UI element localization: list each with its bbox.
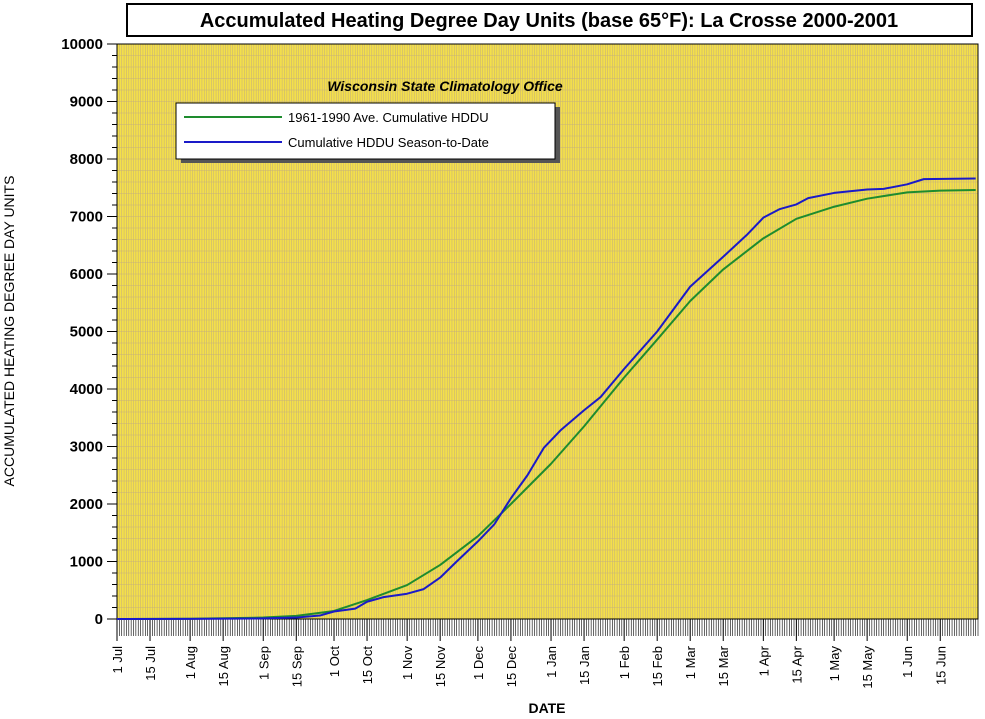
- y-tick-label: 0: [95, 611, 103, 628]
- x-tick-label: 1 May: [827, 646, 842, 682]
- x-tick-label: 1 Jul: [110, 646, 125, 674]
- y-axis: 0 1000 2000 3000 4000 5000 6000 7000 8000 9000 100…: [61, 36, 117, 628]
- x-tick-label: 15 May: [860, 646, 875, 689]
- y-tick-label: 2000: [70, 496, 103, 513]
- x-tick-marks: [116, 619, 979, 636]
- x-tick-label: 1 Oct: [327, 646, 342, 677]
- series-lines: [116, 177, 976, 620]
- x-tick-label: 1 Apr: [756, 645, 771, 676]
- x-tick-label: 15 Feb: [650, 646, 665, 686]
- y-tick-label: 1000: [70, 554, 103, 571]
- x-tick-label: 15 Mar: [716, 645, 731, 686]
- x-tick-label: 15 Nov: [433, 646, 448, 688]
- x-tick-label: 1 Dec: [471, 646, 486, 680]
- x-tick-label: 1 Aug: [183, 646, 198, 679]
- x-tick-label: 1 Mar: [683, 645, 698, 679]
- x-tick-label: 15 Oct: [360, 646, 375, 685]
- chart-subtitle: Wisconsin State Climatology Office: [327, 78, 563, 94]
- grid-lines: [117, 44, 978, 619]
- x-tick-label: 15 Jan: [577, 646, 592, 685]
- x-tick-label: 15 Jun: [933, 646, 948, 685]
- y-axis-title: ACCUMULATED HEATING DEGREE DAY UNITS: [1, 176, 17, 487]
- x-tick-label: 15 Aug: [216, 646, 231, 687]
- legend-label-average: 1961-1990 Ave. Cumulative HDDU: [288, 110, 489, 125]
- y-tick-marks: [107, 43, 117, 620]
- x-tick-label: 15 Sep: [289, 646, 304, 687]
- grid: [117, 44, 978, 619]
- series-line-average: [116, 189, 976, 620]
- x-tick-label: 15 Dec: [504, 646, 519, 688]
- y-tick-label: 4000: [70, 381, 103, 398]
- x-axis: 1 Jul 15 Jul 1 Aug 15 Aug 1 Sep 15 Sep 1 Oct 15…: [110, 619, 979, 689]
- chart-title: Accumulated Heating Degree Day Units (ba…: [200, 10, 898, 32]
- x-tick-label: 1 Sep: [256, 646, 271, 680]
- x-tick-label: 1 Jan: [544, 646, 559, 678]
- x-tick-label: 15 Jul: [143, 646, 158, 681]
- y-tick-label: 5000: [70, 324, 103, 341]
- legend-label-season: Cumulative HDDU Season-to-Date: [288, 135, 489, 150]
- x-tick-label: 1 Feb: [617, 646, 632, 679]
- y-tick-label: 9000: [70, 94, 103, 111]
- y-tick-label: 7000: [70, 209, 103, 226]
- legend: 1961-1990 Ave. Cumulative HDDU Cumulativ…: [175, 102, 560, 163]
- x-tick-label: 1 Jun: [900, 646, 915, 678]
- x-tick-label: 1 Nov: [400, 646, 415, 680]
- y-tick-label: 3000: [70, 439, 103, 456]
- series-line-season: [116, 177, 976, 620]
- y-tick-label: 6000: [70, 266, 103, 283]
- y-tick-label: 10000: [61, 36, 103, 53]
- title-box: [126, 3, 973, 37]
- x-axis-title: DATE: [528, 700, 565, 716]
- x-tick-label: 15 Apr: [789, 645, 804, 683]
- y-tick-label: 8000: [70, 151, 103, 168]
- legend-box: [175, 102, 556, 160]
